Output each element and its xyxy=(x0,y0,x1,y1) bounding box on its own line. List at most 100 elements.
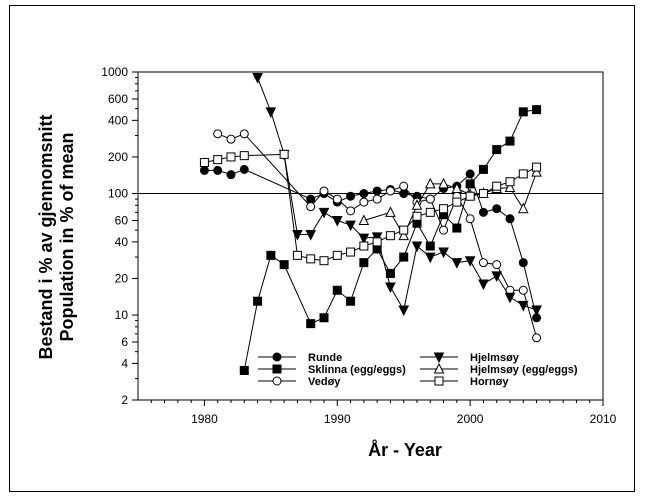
data-point-horn-y xyxy=(385,231,395,241)
data-point-ved-y xyxy=(465,214,475,224)
data-point-ved-y xyxy=(439,225,449,235)
legend-label: Vedøy xyxy=(308,376,341,388)
data-point-horn-y xyxy=(306,254,316,264)
series-line-hjelms-y xyxy=(257,77,537,312)
y-tick-label: 6 xyxy=(121,335,128,349)
x-tick-label: 2010 xyxy=(590,412,617,426)
data-point-ved-y xyxy=(492,260,502,270)
data-point-hjelms-y xyxy=(517,300,529,312)
data-point-horn-y xyxy=(505,177,515,187)
y-tick-label: 400 xyxy=(108,113,128,127)
data-point-hjelms-y xyxy=(385,282,396,294)
data-point-ved-y xyxy=(213,129,223,139)
data-point-hjelms-y-egg-eggs xyxy=(517,202,529,214)
y-tick-label: 1000 xyxy=(101,65,128,79)
legend-label: Runde xyxy=(308,352,342,364)
legend-label: Hjelmsøy xyxy=(470,352,520,364)
data-point-sklinna-egg-eggs xyxy=(532,105,542,115)
y-tick-label: 10 xyxy=(115,308,129,322)
x-tick-label: 1980 xyxy=(191,412,218,426)
data-point-hjelms-y xyxy=(451,258,463,269)
legend-marker xyxy=(433,362,445,374)
data-point-runde xyxy=(199,165,209,175)
data-point-runde xyxy=(478,207,488,217)
data-point-hjelms-y xyxy=(265,107,277,118)
data-point-sklinna-egg-eggs xyxy=(465,179,475,189)
y-tick-label: 20 xyxy=(115,271,129,285)
data-point-runde xyxy=(306,194,316,204)
data-point-horn-y xyxy=(439,204,449,214)
legend-item-hjelms-y: Hjelmsøy xyxy=(420,352,520,364)
y-tick-label: 60 xyxy=(115,213,129,227)
series-layer xyxy=(199,73,542,375)
x-tick-label: 2000 xyxy=(457,412,484,426)
y-tick-label: 100 xyxy=(108,187,128,201)
data-point-hjelms-y xyxy=(491,271,503,283)
y-tick-label: 600 xyxy=(108,92,128,106)
plot-area-border xyxy=(137,71,604,401)
data-point-horn-y xyxy=(452,197,462,207)
data-point-runde xyxy=(399,189,409,199)
data-point-hjelms-y-egg-eggs xyxy=(398,229,410,241)
data-point-ved-y xyxy=(359,197,369,207)
data-point-ved-y xyxy=(306,202,316,212)
data-point-sklinna-egg-eggs xyxy=(279,260,289,270)
y-tick-label: 4 xyxy=(121,356,128,370)
data-point-horn-y xyxy=(346,247,356,257)
data-point-horn-y xyxy=(239,151,249,161)
data-point-horn-y xyxy=(372,237,382,247)
data-point-runde xyxy=(226,170,236,180)
data-point-ved-y xyxy=(239,129,249,139)
data-point-hjelms-y-egg-eggs xyxy=(531,166,542,177)
data-point-horn-y xyxy=(292,250,302,260)
legend-marker xyxy=(272,376,282,386)
data-point-horn-y xyxy=(226,152,236,162)
data-point-runde xyxy=(213,165,223,175)
data-point-hjelms-y xyxy=(358,233,370,245)
data-point-horn-y xyxy=(399,225,409,235)
data-point-hjelms-y xyxy=(411,241,423,253)
data-point-sklinna-egg-eggs xyxy=(425,241,435,251)
data-point-hjelms-y xyxy=(464,256,476,267)
y-axis-title-line-2: Population in % of mean xyxy=(57,132,77,341)
data-point-hjelms-y xyxy=(252,73,263,84)
data-point-ved-y xyxy=(226,134,236,144)
legend: Runde Hjelmsøy Sklinna (egg/eggs) Hjelmsøy … xyxy=(258,352,578,388)
data-point-hjelms-y xyxy=(478,279,489,291)
y-tick-label: 2 xyxy=(121,393,128,407)
legend-item-sklinna-egg-eggs: Sklinna (egg/eggs) xyxy=(258,364,406,376)
data-point-horn-y xyxy=(319,256,329,266)
data-point-sklinna-egg-eggs xyxy=(492,145,502,155)
y-tick-label: 200 xyxy=(108,150,128,164)
data-point-sklinna-egg-eggs xyxy=(505,136,515,146)
data-point-hjelms-y xyxy=(305,230,317,241)
data-point-horn-y xyxy=(425,207,435,217)
data-point-ved-y xyxy=(399,181,409,191)
data-point-horn-y xyxy=(492,181,502,191)
data-point-runde xyxy=(372,186,382,196)
data-point-hjelms-y xyxy=(504,292,516,304)
series-line-runde xyxy=(204,168,538,318)
legend-marker xyxy=(272,364,282,374)
series-ved-y xyxy=(213,129,542,343)
legend-label: Sklinna (egg/eggs) xyxy=(308,364,406,376)
axes: 2 4 6 10 20 40 60 100 200 400 600 1000 1980 1990 2000 2… xyxy=(101,65,616,426)
data-point-ved-y xyxy=(518,285,528,295)
legend-label: Hornøy xyxy=(470,376,509,388)
series-hjelms-y xyxy=(252,73,542,317)
legend-marker xyxy=(434,376,444,386)
legend-item-horn-y: Hornøy xyxy=(420,376,509,388)
data-point-sklinna-egg-eggs xyxy=(332,285,342,295)
data-point-sklinna-egg-eggs xyxy=(359,258,369,268)
data-point-horn-y xyxy=(199,158,209,168)
data-point-runde xyxy=(239,164,249,174)
data-point-hjelms-y-egg-eggs xyxy=(411,199,423,210)
data-point-runde xyxy=(359,189,369,199)
y-axis-title-line-1: Bestand i % av gjennomsnitt xyxy=(36,114,56,359)
data-point-horn-y xyxy=(532,162,542,172)
data-point-sklinna-egg-eggs xyxy=(452,223,462,233)
data-point-runde xyxy=(492,204,502,214)
y-tick-label: 40 xyxy=(115,235,129,249)
data-point-ved-y xyxy=(385,186,395,196)
data-point-hjelms-y xyxy=(345,220,356,232)
